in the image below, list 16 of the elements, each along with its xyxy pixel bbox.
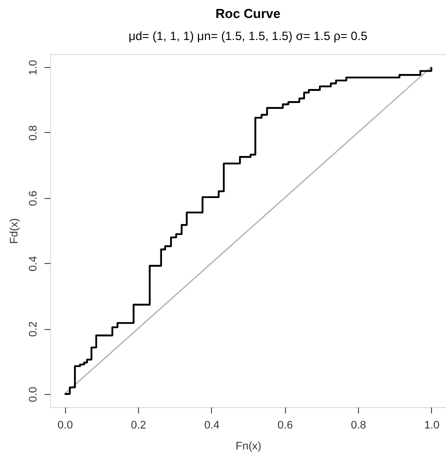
y-tick-label: 0.6: [28, 190, 40, 206]
x-tick-label: 0.6: [278, 420, 293, 432]
x-tick-label: 0.4: [204, 420, 220, 432]
x-tick-label: 1.0: [424, 420, 440, 432]
x-axis-title: Fn(x): [236, 440, 262, 452]
x-tick-label: 0.8: [350, 420, 366, 432]
y-tick-label: 0.0: [28, 386, 40, 402]
y-axis-title: Fd(x): [8, 218, 20, 244]
x-tick-label: 0.2: [130, 420, 146, 432]
y-tick-label: 1.0: [28, 60, 40, 76]
x-tick-label: 0.0: [58, 420, 73, 432]
chart-subtitle: μd= (1, 1, 1) μn= (1.5, 1.5, 1.5) σ= 1.5 ρ= 0.5: [128, 29, 368, 43]
y-tick-label: 0.4: [28, 256, 40, 272]
chart-title: Roc Curve: [215, 6, 281, 21]
y-tick-label: 0.2: [28, 321, 40, 337]
y-tick-label: 0.8: [28, 125, 40, 141]
